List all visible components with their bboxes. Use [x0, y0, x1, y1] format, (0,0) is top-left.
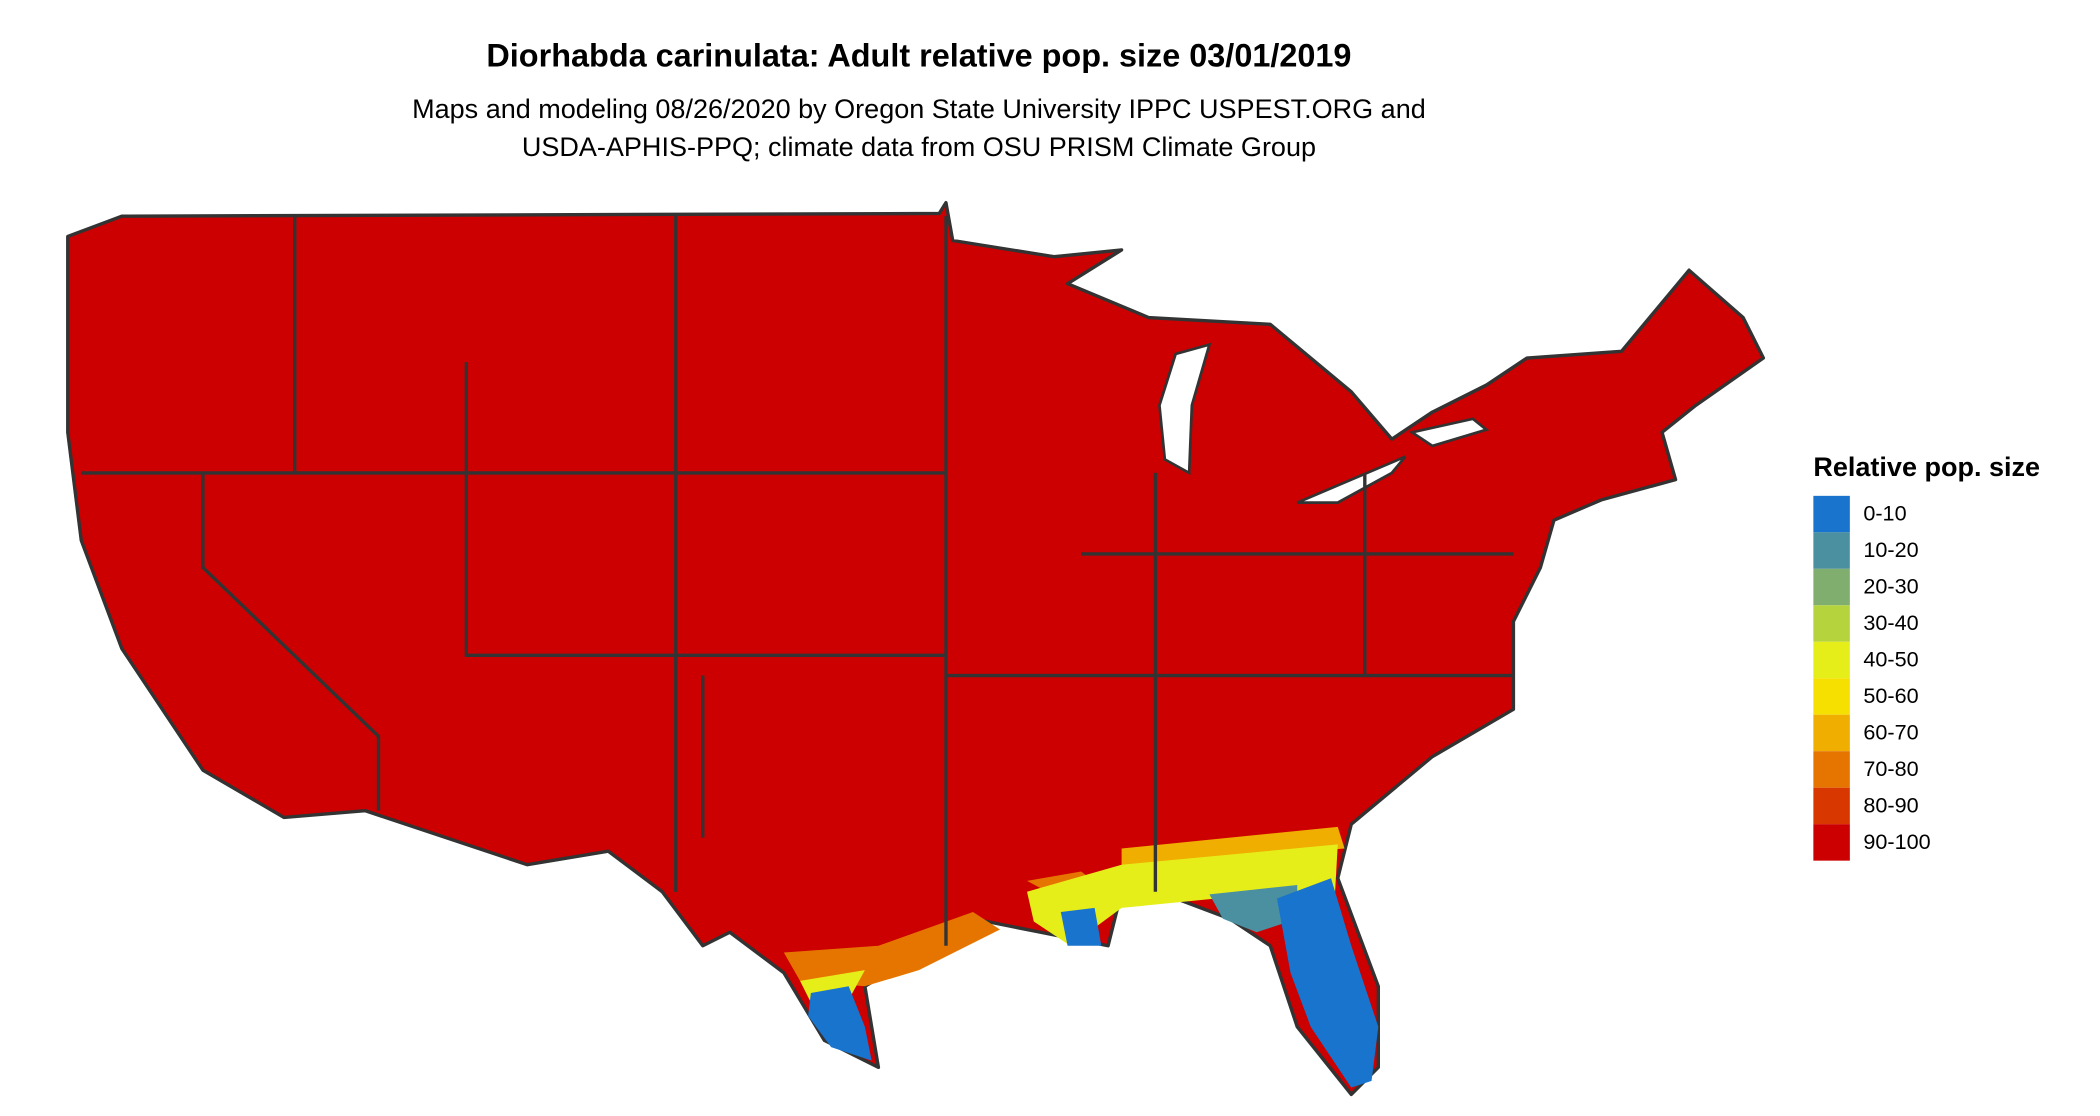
band-0-10: [808, 986, 872, 1061]
legend-swatch: [1813, 751, 1850, 788]
legend-swatch: [1813, 641, 1850, 679]
legend-swatch: [1813, 714, 1850, 752]
subtitle: Maps and modeling 08/26/2020 by Oregon S…: [412, 94, 1426, 124]
title: Diorhabda carinulata: Adult relative pop…: [486, 38, 1351, 74]
state-borders: [81, 216, 1514, 946]
legend-label: 50-60: [1863, 683, 1918, 708]
legend-label: 30-40: [1863, 610, 1918, 635]
legend: Relative pop. size 0-10 10-20 20-30 30-40 40…: [1813, 452, 2040, 861]
legend-swatch: [1813, 605, 1850, 642]
legend-label: 20-30: [1863, 573, 1918, 598]
legend-swatch: [1813, 532, 1850, 569]
legend-label: 90-100: [1863, 829, 1930, 854]
legend-title: Relative pop. size: [1813, 452, 2040, 482]
legend-swatch: [1813, 824, 1850, 861]
band-0-10: [1276, 878, 1379, 1088]
lake: [1158, 342, 1212, 476]
legend-swatch: [1813, 568, 1850, 606]
legend-swatch: [1813, 678, 1850, 715]
legend-swatch: [1813, 495, 1850, 533]
legend-swatch: [1813, 787, 1850, 825]
band-10-20: [1209, 884, 1298, 933]
legend-label: 60-70: [1863, 719, 1918, 744]
legend-label: 80-90: [1863, 792, 1918, 817]
band-60-70: [1121, 826, 1345, 868]
legend-label: 10-20: [1863, 537, 1918, 562]
band-0-10: [1060, 907, 1102, 946]
legend-label: 70-80: [1863, 756, 1918, 781]
legend-label: 0-10: [1863, 500, 1906, 525]
lake: [1296, 455, 1407, 504]
band-40-50: [1027, 844, 1338, 946]
us-map: [66, 200, 1766, 1097]
lake: [1408, 417, 1490, 448]
subtitle: USDA-APHIS-PPQ; climate data from OSU PR…: [522, 132, 1316, 162]
legend-label: 40-50: [1863, 646, 1918, 671]
land: [66, 200, 1766, 1097]
